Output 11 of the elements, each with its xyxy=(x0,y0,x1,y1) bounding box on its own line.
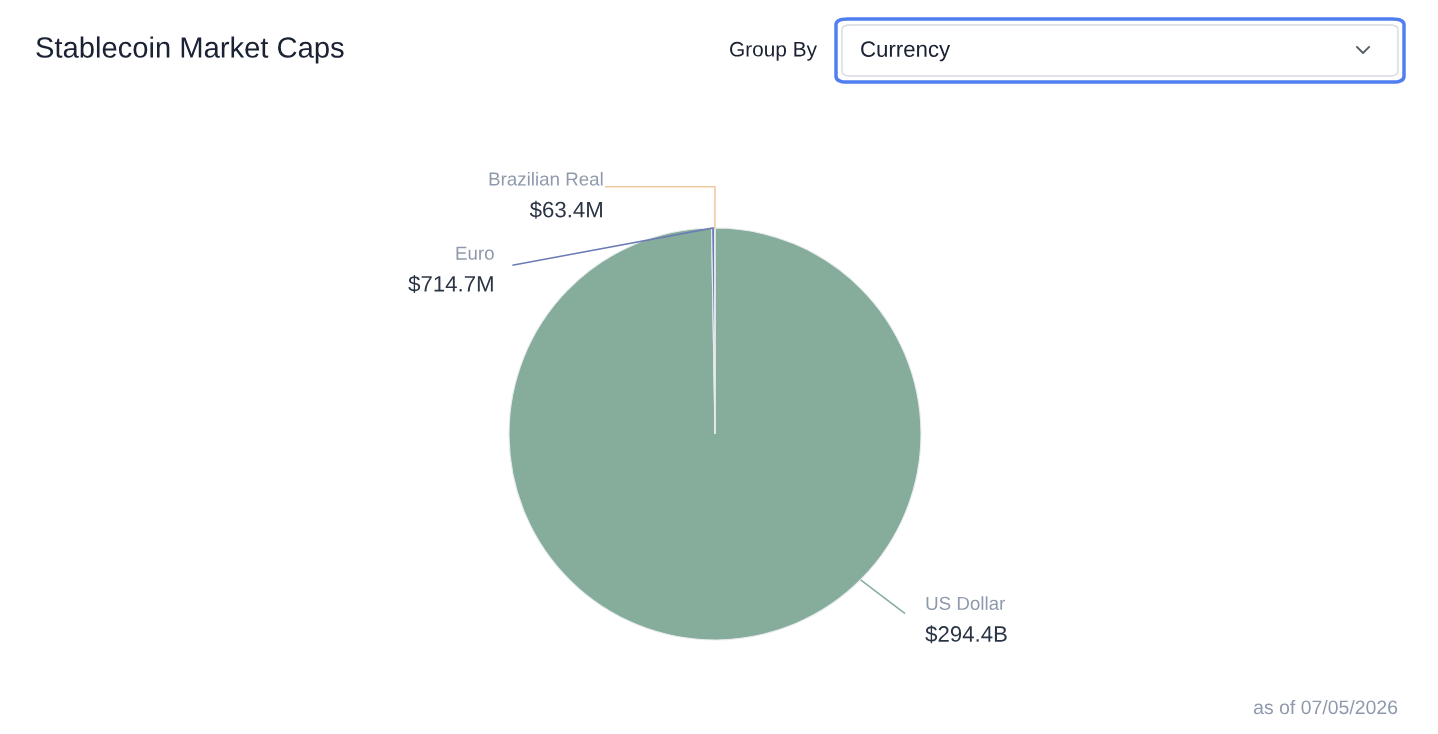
data-label: $714.7M xyxy=(408,274,493,293)
data-label: $63.4M xyxy=(529,200,602,219)
data-label: $294.4B xyxy=(925,625,1007,644)
text: as of 07/05/2026 xyxy=(1253,699,1398,715)
text: Currency xyxy=(861,41,951,62)
slice-label: Euro xyxy=(456,246,494,260)
slice-label: US Dollar xyxy=(926,596,1006,611)
chart-title: Stablecoin Market Caps xyxy=(36,36,344,64)
slice-label: Brazilian Real xyxy=(489,171,603,186)
pie-slice xyxy=(508,227,922,641)
text: Group By xyxy=(730,41,817,61)
